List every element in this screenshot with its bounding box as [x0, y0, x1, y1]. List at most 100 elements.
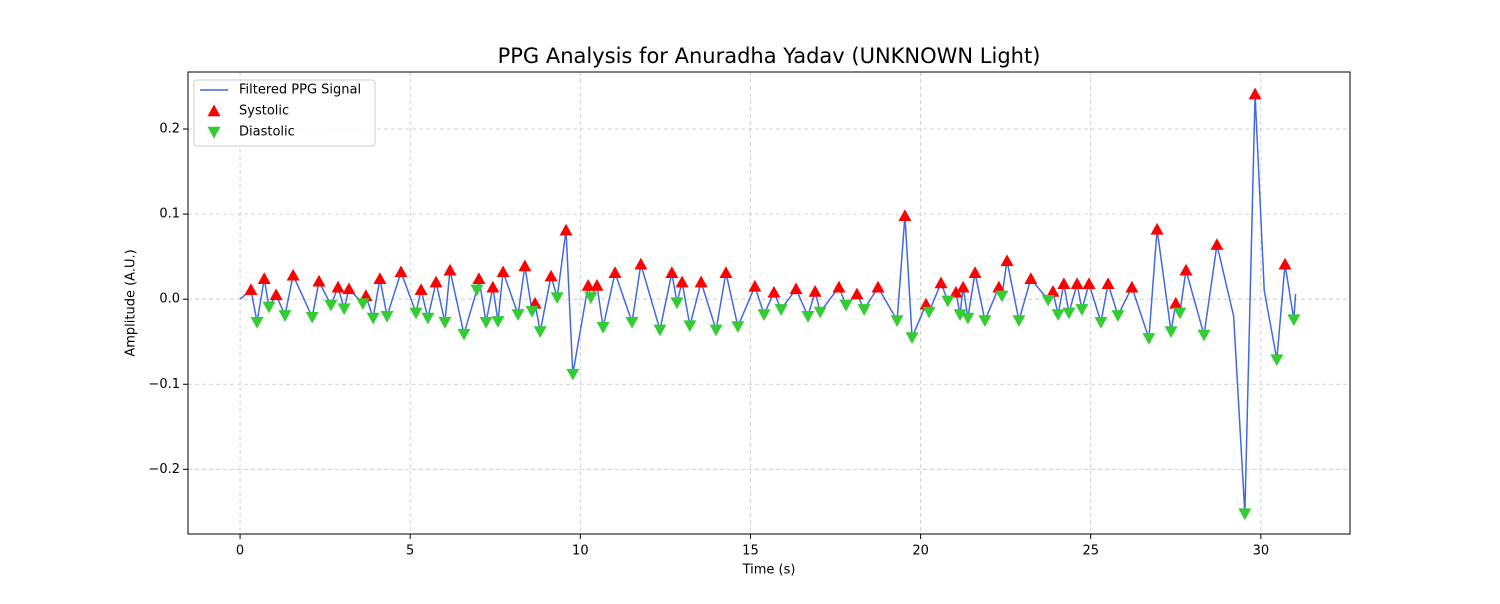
systolic-marker: [992, 280, 1006, 293]
diastolic-marker: [683, 320, 697, 333]
diastolic-marker: [337, 303, 351, 316]
systolic-marker: [1057, 277, 1071, 290]
systolic-marker: [1150, 222, 1164, 235]
diastolic-marker: [922, 306, 936, 319]
systolic-marker: [359, 289, 373, 301]
diastolic-marker: [533, 326, 547, 339]
systolic-marker: [590, 279, 604, 291]
diastolic-marker: [670, 297, 684, 310]
y-tick-label: 0.2: [159, 122, 180, 137]
diastolic-marker: [438, 316, 452, 329]
systolic-marker: [1169, 296, 1183, 309]
diastolic-marker: [1051, 309, 1065, 321]
systolic-marker: [496, 265, 510, 278]
y-tick-label: −0.2: [148, 462, 180, 477]
y-axis-label: Amplitude (A.U.): [124, 249, 139, 356]
diastolic-marker: [250, 316, 264, 329]
diastolic-marker: [584, 292, 598, 304]
systolic-marker: [257, 272, 271, 284]
systolic-marker: [949, 285, 963, 298]
diastolic-marker: [525, 305, 539, 318]
diastolic-marker: [366, 312, 380, 325]
systolic-marker: [544, 269, 558, 282]
diastolic-marker: [566, 368, 580, 381]
systolic-marker: [694, 275, 708, 288]
systolic-marker: [608, 266, 622, 278]
systolic-marker: [898, 209, 912, 221]
diastolic-marker: [409, 307, 423, 320]
systolic-marker: [1024, 272, 1038, 284]
systolic-marker: [919, 297, 933, 310]
systolic-marker: [244, 283, 258, 296]
systolic-marker: [956, 280, 970, 293]
diastolic-marker: [1270, 354, 1284, 367]
systolic-marker: [1046, 285, 1060, 297]
diastolic-marker: [941, 295, 955, 308]
diastolic-marker: [550, 292, 564, 304]
systolic-marker: [767, 285, 781, 298]
systolic-marker: [1070, 277, 1084, 290]
chart-title: PPG Analysis for Anuradha Yadav (UNKNOWN…: [498, 44, 1041, 68]
y-tick-label: 0.1: [159, 207, 180, 222]
diastolic-marker: [1173, 307, 1187, 320]
diastolic-marker: [1238, 508, 1252, 521]
systolic-marker: [1101, 277, 1115, 290]
systolic-marker: [312, 274, 326, 287]
legend-label: Diastolic: [239, 125, 295, 140]
diastolic-marker: [511, 309, 525, 321]
systolic-marker: [518, 259, 532, 272]
plot-frame: [187, 71, 1351, 535]
systolic-marker: [1179, 263, 1193, 276]
diastolic-marker: [1287, 314, 1301, 327]
systolic-marker: [472, 272, 486, 284]
legend-swatch: [207, 104, 221, 117]
x-axis-label: Time (s): [742, 563, 796, 578]
diastolic-marker: [278, 310, 292, 322]
legend-swatch: [207, 126, 221, 139]
diastolic-marker: [1041, 294, 1055, 307]
diastolic-marker: [961, 312, 975, 325]
diastolic-marker: [479, 316, 493, 329]
diastolic-marker: [1012, 315, 1026, 327]
diastolic-marker: [421, 312, 435, 325]
diastolic-marker: [731, 321, 745, 333]
systolic-marker: [559, 223, 573, 236]
diastolic-marker: [1164, 326, 1178, 339]
systolic-marker: [373, 272, 387, 284]
x-tick-label: 10: [572, 544, 589, 559]
systolic-marker: [429, 275, 443, 288]
diastolic-marker: [491, 316, 505, 328]
x-tick-label: 15: [742, 544, 759, 559]
diastolic-marker: [857, 304, 871, 316]
systolic-marker: [1278, 257, 1292, 270]
diastolic-marker: [380, 310, 394, 323]
systolic-marker: [968, 266, 982, 278]
diastolic-marker: [757, 309, 771, 321]
diastolic-marker: [1075, 304, 1089, 316]
systolic-marker: [934, 276, 948, 289]
diastolic-marker: [470, 284, 484, 297]
diastolic-marker: [801, 310, 815, 323]
systolic-marker: [1210, 238, 1224, 250]
diastolic-marker: [890, 315, 904, 327]
diastolic-marker: [813, 306, 827, 319]
diastolic-marker: [262, 301, 276, 314]
diastolic-marker: [709, 324, 723, 337]
diastolic-marker: [953, 309, 967, 321]
diastolic-marker: [305, 311, 319, 324]
systolic-marker: [414, 283, 428, 296]
systolic-marker: [789, 282, 803, 295]
systolic-marker: [394, 265, 408, 278]
legend-box: [193, 79, 376, 147]
x-tick-label: 20: [912, 544, 929, 559]
diastolic-marker: [324, 299, 338, 312]
systolic-marker: [665, 266, 679, 278]
diastolic-marker: [905, 332, 919, 344]
systolic-marker: [486, 280, 500, 293]
diastolic-marker: [457, 328, 471, 341]
diastolic-marker: [995, 290, 1009, 303]
systolic-marker: [1082, 277, 1096, 290]
diastolic-marker: [978, 315, 992, 327]
